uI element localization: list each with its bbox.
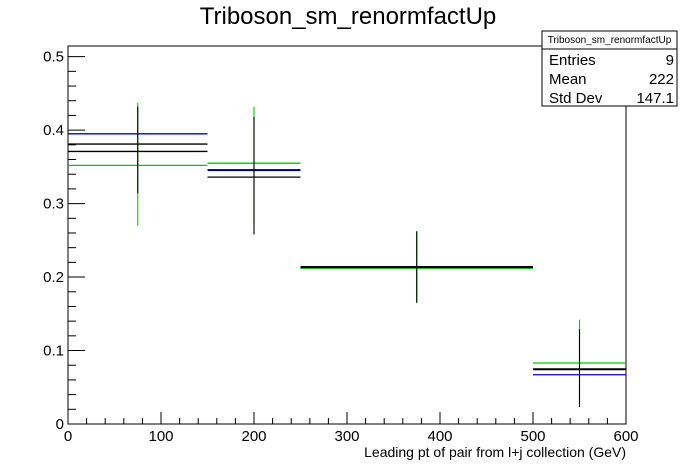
stats-box-frame — [541, 30, 678, 107]
y-tick-label: 0.2 — [43, 269, 64, 286]
axis-ticks — [67, 56, 627, 425]
x-axis-title: Leading pt of pair from l+j collection (… — [364, 444, 626, 460]
y-tick-label: 0.1 — [43, 343, 64, 360]
y-tick-label: 0.3 — [43, 196, 64, 213]
x-tick-label: 400 — [427, 428, 452, 445]
series-layer — [68, 102, 626, 408]
stats-stddev-value: 147.1 — [636, 90, 674, 107]
stats-stddev-label: Std Dev — [549, 90, 603, 107]
stats-mean-value: 222 — [649, 71, 674, 88]
y-tick-label: 0.4 — [43, 122, 64, 139]
x-tick-label: 600 — [613, 428, 638, 445]
x-tick-label: 0 — [64, 428, 72, 445]
y-tick-label: 0.5 — [43, 49, 64, 66]
y-tick-label: 0 — [56, 416, 64, 433]
x-tick-labels: 0 100 200 300 400 500 600 — [64, 428, 639, 445]
stats-box: Triboson_sm_renormfactUp Entries 9 Mean … — [541, 30, 678, 107]
x-tick-label: 500 — [520, 428, 545, 445]
y-tick-labels: 0 0.1 0.2 0.3 0.4 0.5 — [43, 49, 64, 433]
stats-mean-label: Mean — [549, 71, 587, 88]
chart-title: Triboson_sm_renormfactUp — [200, 3, 497, 30]
x-tick-label: 300 — [334, 428, 359, 445]
x-tick-label: 100 — [148, 428, 173, 445]
x-tick-label: 200 — [241, 428, 266, 445]
stats-box-title: Triboson_sm_renormfactUp — [548, 35, 672, 46]
stats-entries-label: Entries — [549, 52, 596, 69]
stats-entries-value: 9 — [666, 52, 674, 69]
